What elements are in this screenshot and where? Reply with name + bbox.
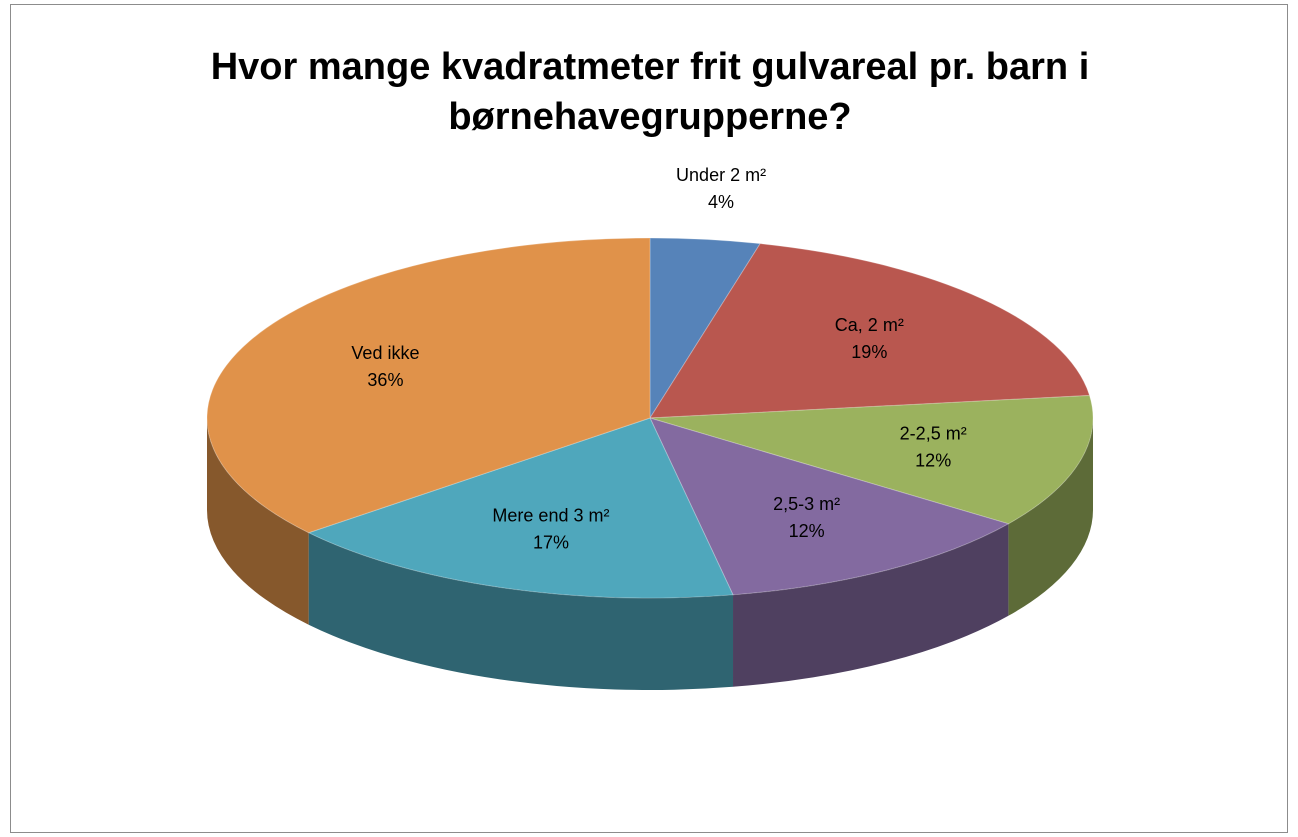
pie-slice: [206, 237, 651, 534]
chart-title: Hvor mange kvadratmeter frit gulvareal p…: [210, 46, 1090, 138]
chart-frame: [10, 4, 1288, 833]
slice-value-label: 36%: [367, 370, 403, 390]
slice-value-label: 12%: [789, 521, 825, 541]
slice-category-label: 2-2,5 m²: [900, 423, 967, 443]
slice-value-label: 19%: [851, 342, 887, 362]
slice-value-label: 17%: [533, 533, 569, 553]
slice-category-label: Mere end 3 m²: [492, 506, 609, 526]
slice-category-label: Under 2 m²: [676, 165, 766, 185]
pie-slice: [307, 417, 734, 599]
pie-slice: [649, 243, 1091, 419]
pie-slice: [649, 417, 1010, 596]
pie-slice: [649, 394, 1094, 525]
slice-category-label: 2,5-3 m²: [773, 494, 840, 514]
pie-slice: [649, 237, 762, 420]
slice-value-label: 4%: [708, 192, 734, 212]
slice-value-label: 12%: [915, 450, 951, 470]
slice-category-label: Ved ikke: [351, 343, 419, 363]
slice-category-label: Ca, 2 m²: [835, 315, 904, 335]
pie-side: [308, 532, 734, 690]
pie-side: [1008, 418, 1093, 616]
pie-side: [207, 418, 309, 625]
pie-side: [733, 523, 1009, 687]
